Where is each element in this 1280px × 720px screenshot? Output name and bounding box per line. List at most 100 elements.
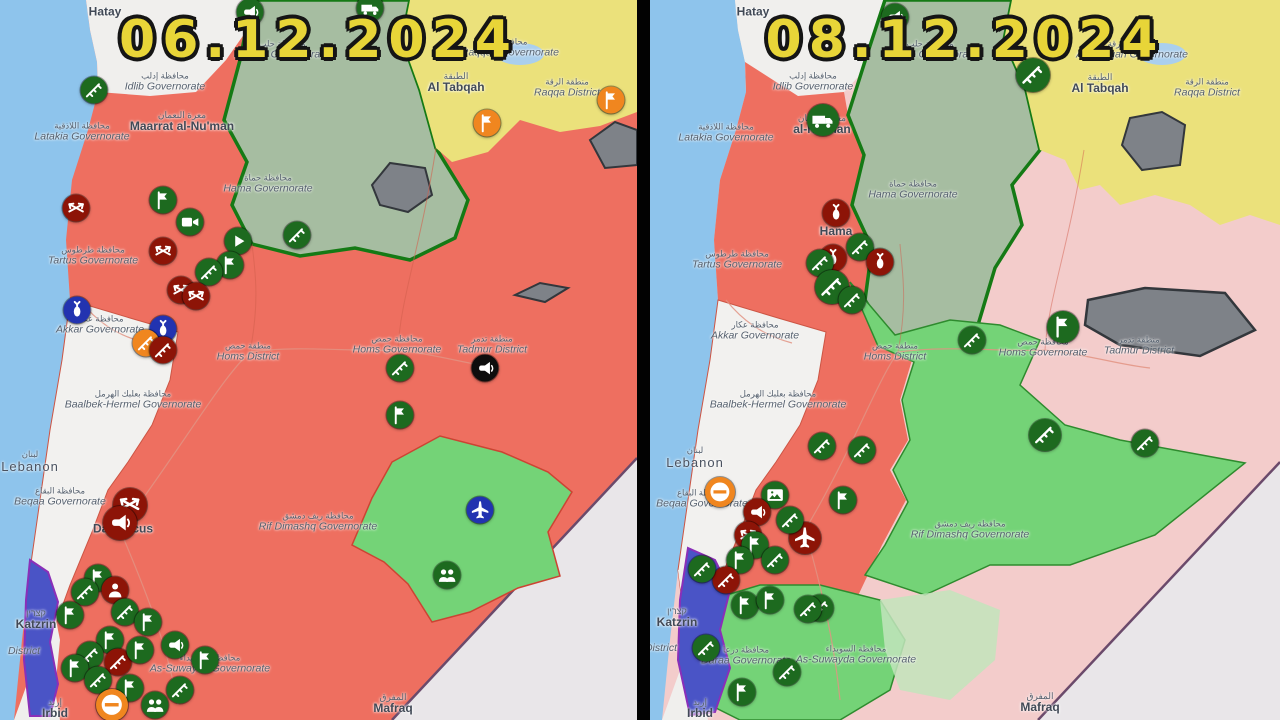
marker-rifle[interactable] <box>283 221 311 249</box>
map-panel-after[interactable]: Hatay محافظة حلب Aleppo Governorate محافظة … <box>650 0 1280 720</box>
rifle-icon <box>288 228 305 243</box>
marker-rifle[interactable] <box>71 578 99 606</box>
marker-rifle[interactable] <box>794 595 822 623</box>
label-homs-governorate: محافظة حمص Homs Governorate <box>998 336 1088 358</box>
label-irbid: إربد Irbid <box>687 697 713 720</box>
marker-flag[interactable] <box>756 586 784 614</box>
region-lake-assad <box>496 43 544 65</box>
marker-flag[interactable] <box>728 678 756 706</box>
marker-bomb[interactable] <box>822 199 850 227</box>
marker-flag[interactable] <box>829 486 857 514</box>
label-katzrin: קצרין Katzrin <box>656 606 698 630</box>
marker-flag[interactable] <box>597 86 625 114</box>
marker-no-entry[interactable] <box>96 689 128 720</box>
marker-rifle[interactable] <box>838 286 866 314</box>
marker-people[interactable] <box>141 691 169 719</box>
date-label-before: 06.12.2024 <box>119 10 518 70</box>
marker-clash[interactable] <box>182 282 210 310</box>
marker-rifle[interactable] <box>692 634 720 662</box>
marker-rifle[interactable] <box>166 676 194 704</box>
marker-rifle[interactable] <box>149 336 177 364</box>
region-gray-zone-1 <box>370 161 434 214</box>
region-gray-zone-3 <box>588 120 637 170</box>
label-mafraq: المفرق Mafraq <box>1020 691 1060 715</box>
marker-flag[interactable] <box>473 109 501 137</box>
marker-flag[interactable] <box>149 186 177 214</box>
marker-bomb[interactable] <box>63 296 91 324</box>
marker-rifle[interactable] <box>848 436 876 464</box>
label-akkar-governorate: محافظة عكار Akkar Governorate <box>710 319 800 341</box>
marker-rifle[interactable] <box>808 432 836 460</box>
marker-flag[interactable] <box>731 591 759 619</box>
marker-rifle[interactable] <box>132 329 160 357</box>
marker-megaphone[interactable] <box>471 354 499 382</box>
label-latakia-governorate: محافظة اللاذقية Latakia Governorate <box>678 121 774 143</box>
marker-play[interactable] <box>224 227 252 255</box>
marker-megaphone[interactable] <box>103 506 137 540</box>
marker-rifle[interactable] <box>776 506 804 534</box>
marker-clash[interactable] <box>149 237 177 265</box>
flag-icon <box>605 91 615 110</box>
rifle-icon <box>391 361 408 376</box>
date-label-after: 08.12.2024 <box>765 10 1165 70</box>
marker-flag[interactable] <box>386 401 414 429</box>
marker-megaphone[interactable] <box>236 0 264 26</box>
marker-rifle[interactable] <box>1131 429 1159 457</box>
label-aleppo-governorate: محافظة حلب Aleppo Governorate <box>235 38 329 60</box>
rifle-icon <box>813 439 830 454</box>
marker-flag[interactable] <box>56 601 84 629</box>
marker-flag[interactable] <box>126 636 154 664</box>
marker-rifle[interactable] <box>806 249 834 277</box>
flag-icon <box>481 114 491 133</box>
marker-people[interactable] <box>433 561 461 589</box>
rifle-icon <box>766 553 783 568</box>
marker-rifle[interactable] <box>1016 58 1050 92</box>
bomb-icon <box>73 300 81 317</box>
marker-megaphone[interactable] <box>161 631 189 659</box>
truck-icon <box>361 4 379 15</box>
marker-rifle[interactable] <box>712 566 740 594</box>
flag-icon <box>764 591 774 610</box>
marker-rifle[interactable] <box>1029 419 1061 451</box>
marker-jet[interactable] <box>466 496 494 524</box>
marker-flag[interactable] <box>1047 311 1079 343</box>
bomb-icon <box>832 203 840 220</box>
marker-truck[interactable] <box>356 0 384 22</box>
marker-megaphone[interactable] <box>743 498 771 526</box>
map-panel-before[interactable]: Hatay محافظة حلب Aleppo Governorate محافظة … <box>0 0 637 720</box>
marker-clash[interactable] <box>62 194 90 222</box>
label-mafraq: المفرق Mafraq <box>373 692 413 716</box>
marker-video-camera[interactable] <box>176 208 204 236</box>
marker-bomb[interactable] <box>866 248 894 276</box>
marker-rifle[interactable] <box>386 354 414 382</box>
rifle-icon <box>717 573 734 588</box>
marker-rifle[interactable] <box>111 598 139 626</box>
rifle-icon <box>200 265 217 280</box>
rifle-icon <box>697 641 714 656</box>
marker-flag[interactable] <box>61 654 89 682</box>
marker-megaphone[interactable] <box>881 3 909 31</box>
label-golan-district: District <box>7 645 41 658</box>
label-tartus-governorate: محافظة طرطوس Tartus Governorate <box>691 248 783 270</box>
marker-flag[interactable] <box>134 608 162 636</box>
marker-rifle[interactable] <box>761 546 789 574</box>
marker-no-entry[interactable] <box>705 477 735 507</box>
marker-rifle[interactable] <box>958 326 986 354</box>
marker-truck[interactable] <box>807 104 839 136</box>
marker-flag[interactable] <box>191 646 219 674</box>
label-homs-governorate: محافظة حمص Homs Governorate <box>352 333 442 355</box>
rifle-icon <box>1136 436 1153 451</box>
flag-icon <box>199 651 209 670</box>
marker-rifle[interactable] <box>80 76 108 104</box>
jet-icon <box>471 501 489 519</box>
marker-rifle[interactable] <box>688 555 716 583</box>
marker-rifle[interactable] <box>195 258 223 286</box>
rifle-icon <box>853 443 870 458</box>
label-ar-raqqah-governorate: محافظة الرقة Ar-Raqqah Governorate <box>1076 38 1188 60</box>
no-entry-icon <box>101 694 123 716</box>
label-tadmur-district: منطقة تدمر Tadmur District <box>1103 334 1175 356</box>
marker-rifle[interactable] <box>773 658 801 686</box>
label-idlib-governorate: محافظة إدلب Idlib Governorate <box>772 70 854 92</box>
flag-icon <box>394 406 404 425</box>
